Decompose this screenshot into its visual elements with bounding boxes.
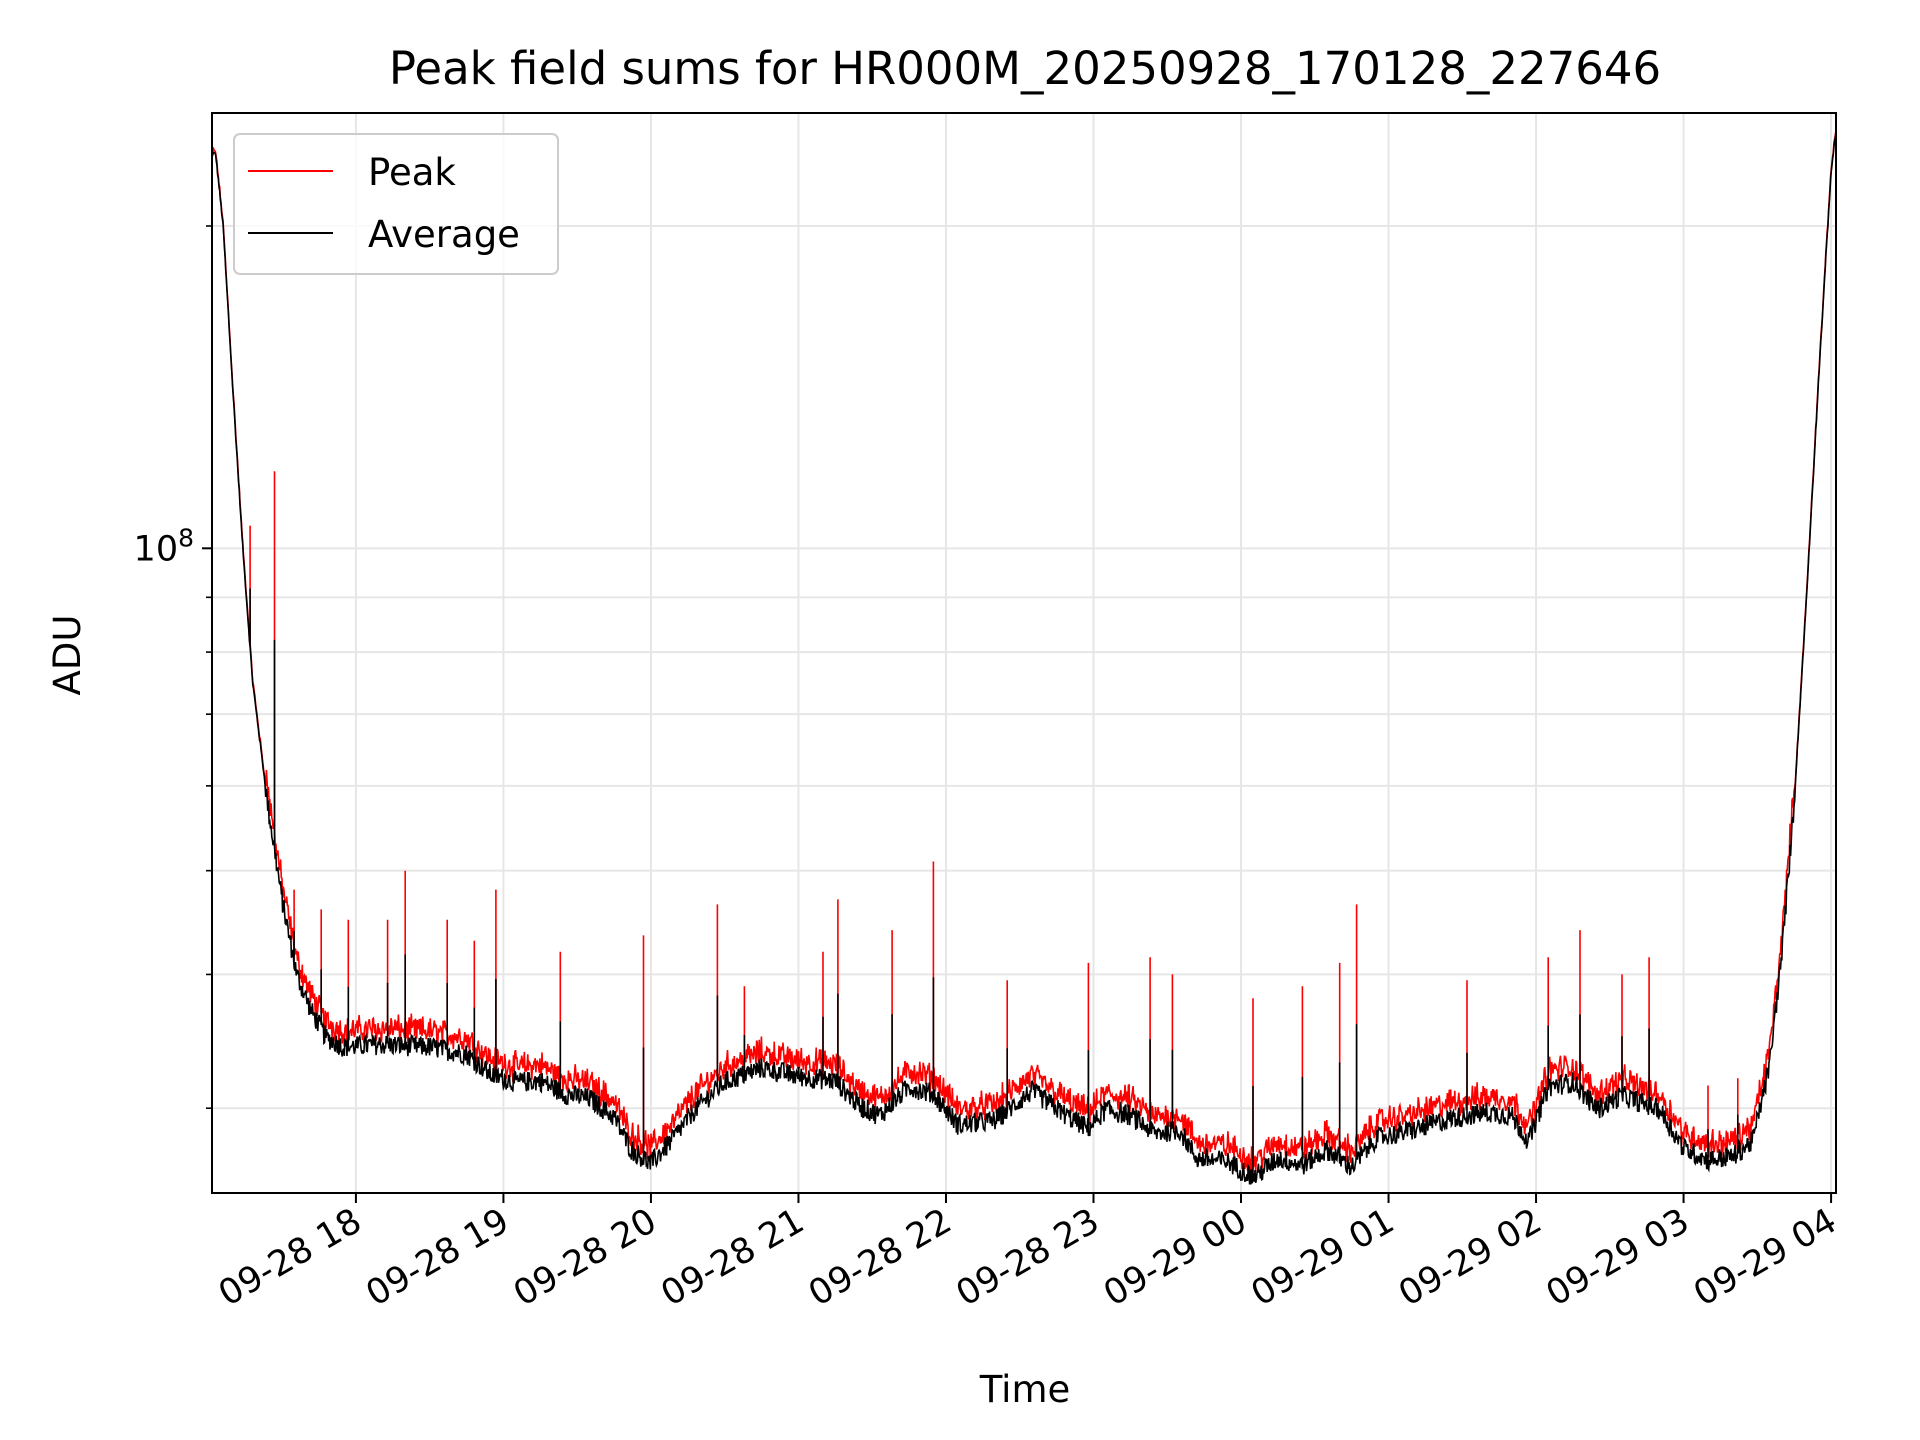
peak-series-line [212, 129, 1836, 1176]
plot-frame [211, 112, 1837, 1194]
legend-average-label: Average [368, 213, 520, 256]
x-axis-label: Time [979, 1368, 1071, 1411]
y-tick-label: 108 [134, 523, 194, 569]
legend-frame [233, 133, 559, 275]
average-series-line [212, 132, 1836, 1185]
legend-peak-label: Peak [368, 151, 456, 194]
chart-title: Peak field sums for HR000M_20250928_1701… [389, 42, 1661, 95]
y-axis-ticks: 108 [134, 225, 212, 1110]
legend: Peak Average [233, 133, 559, 275]
y-axis-label: ADU [46, 615, 89, 696]
